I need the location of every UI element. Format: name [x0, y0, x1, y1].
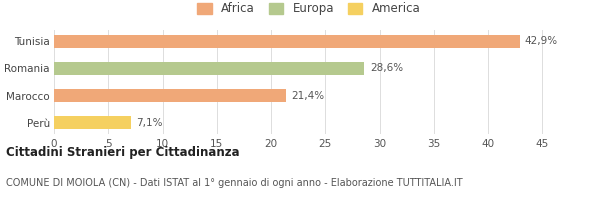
Bar: [54, 116, 131, 129]
Text: Cittadini Stranieri per Cittadinanza: Cittadini Stranieri per Cittadinanza: [6, 146, 239, 159]
Text: 42,9%: 42,9%: [525, 36, 558, 46]
Bar: [54, 89, 286, 102]
Text: 21,4%: 21,4%: [292, 91, 325, 101]
Bar: [54, 62, 364, 75]
Text: 28,6%: 28,6%: [370, 63, 403, 73]
Legend: Africa, Europa, America: Africa, Europa, America: [194, 0, 424, 19]
Text: 7,1%: 7,1%: [136, 118, 163, 128]
Bar: [54, 35, 520, 48]
Text: COMUNE DI MOIOLA (CN) - Dati ISTAT al 1° gennaio di ogni anno - Elaborazione TUT: COMUNE DI MOIOLA (CN) - Dati ISTAT al 1°…: [6, 178, 463, 188]
